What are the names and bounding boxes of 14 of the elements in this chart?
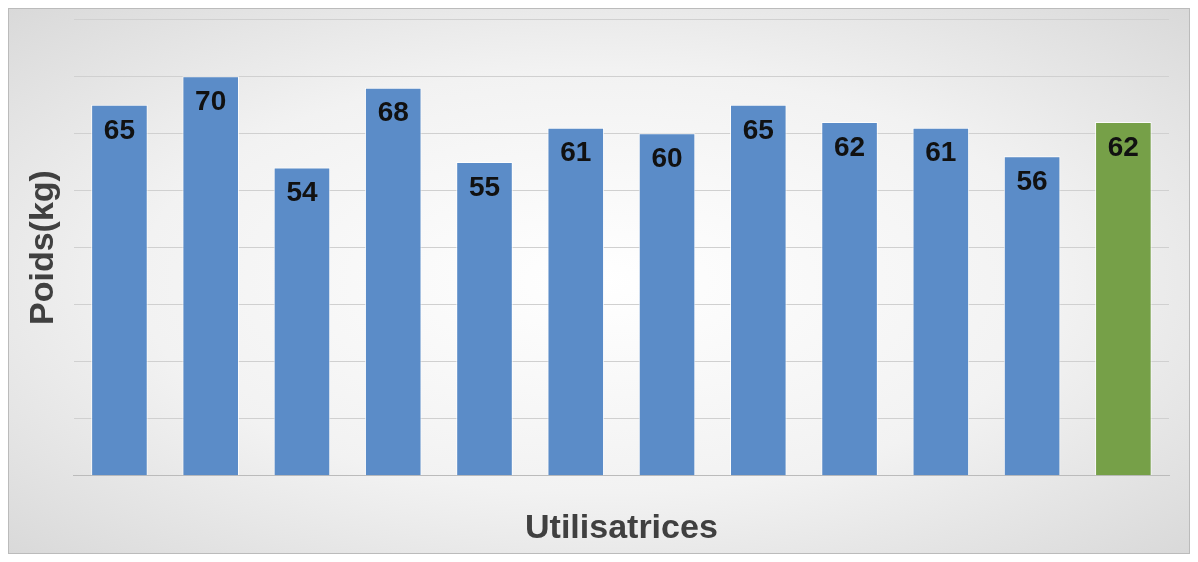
- data-label: 55: [468, 170, 501, 202]
- data-label: 56: [1016, 164, 1048, 196]
- data-label: 62: [1107, 130, 1139, 162]
- x-axis-title: Utilisatrices: [525, 506, 718, 545]
- data-label: 70: [195, 84, 227, 116]
- data-label: 65: [742, 113, 774, 145]
- data-label: 60: [651, 142, 683, 174]
- data-label: 61: [560, 136, 592, 168]
- y-axis-title: Poids(kg): [21, 170, 60, 325]
- data-label: 68: [377, 96, 409, 128]
- data-label: 62: [833, 130, 866, 162]
- data-label: 61: [925, 136, 957, 168]
- data-label: 65: [103, 113, 136, 145]
- data-label: 54: [286, 176, 318, 208]
